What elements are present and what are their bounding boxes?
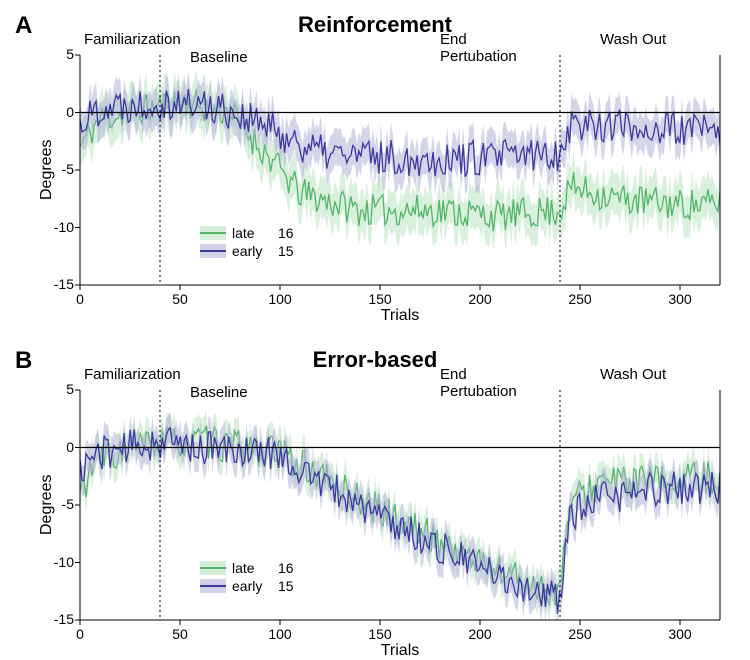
chart-svg	[80, 390, 720, 620]
legend-label: early	[232, 243, 272, 259]
xtick-label: 0	[68, 626, 92, 642]
figure: A Reinforcement B Error-based 0501001502…	[0, 0, 750, 660]
legend-item: late 16	[200, 224, 294, 242]
annotation: Wash Out	[600, 366, 666, 383]
chart-svg	[80, 55, 720, 285]
ytick-label: -10	[46, 554, 74, 570]
legend-item: late 16	[200, 559, 294, 577]
annotation: Baseline	[190, 49, 248, 66]
legend-swatch	[200, 579, 226, 593]
legend-n: 16	[278, 560, 294, 576]
xtick-label: 250	[568, 291, 592, 307]
x-axis-label: Trials	[370, 307, 430, 325]
xtick-label: 100	[268, 291, 292, 307]
legend-n: 15	[278, 578, 294, 594]
ytick-label: 5	[46, 46, 74, 62]
legend-n: 16	[278, 225, 294, 241]
legend-item: early 15	[200, 242, 294, 260]
annotation: End Pertubation	[440, 366, 517, 400]
xtick-label: 250	[568, 626, 592, 642]
x-axis-label: Trials	[370, 642, 430, 660]
panel-b-plot	[80, 390, 720, 620]
ytick-label: 0	[46, 104, 74, 120]
y-axis-label: Degrees	[38, 475, 56, 535]
ytick-label: 0	[46, 439, 74, 455]
xtick-label: 150	[368, 626, 392, 642]
series-band-early	[80, 413, 720, 628]
legend-swatch	[200, 244, 226, 258]
annotation: Wash Out	[600, 31, 666, 48]
legend-item: early 15	[200, 577, 294, 595]
y-axis-label: Degrees	[38, 140, 56, 200]
annotation: End Pertubation	[440, 31, 517, 65]
ytick-label: -15	[46, 276, 74, 292]
legend-label: early	[232, 578, 272, 594]
ytick-label: -10	[46, 219, 74, 235]
legend-label: late	[232, 560, 272, 576]
legend-n: 15	[278, 243, 294, 259]
panel-a-plot	[80, 55, 720, 285]
ytick-label: -15	[46, 611, 74, 627]
legend-swatch	[200, 561, 226, 575]
xtick-label: 50	[168, 291, 192, 307]
legend-swatch	[200, 226, 226, 240]
legend-label: late	[232, 225, 272, 241]
annotation: Familiarization	[84, 31, 181, 48]
annotation: Familiarization	[84, 366, 181, 383]
xtick-label: 200	[468, 291, 492, 307]
xtick-label: 200	[468, 626, 492, 642]
xtick-label: 300	[668, 626, 692, 642]
xtick-label: 0	[68, 291, 92, 307]
xtick-label: 50	[168, 626, 192, 642]
xtick-label: 300	[668, 291, 692, 307]
legend: late 16 early 15	[200, 559, 294, 595]
xtick-label: 150	[368, 291, 392, 307]
legend: late 16 early 15	[200, 224, 294, 260]
ytick-label: 5	[46, 381, 74, 397]
annotation: Baseline	[190, 384, 248, 401]
xtick-label: 100	[268, 626, 292, 642]
